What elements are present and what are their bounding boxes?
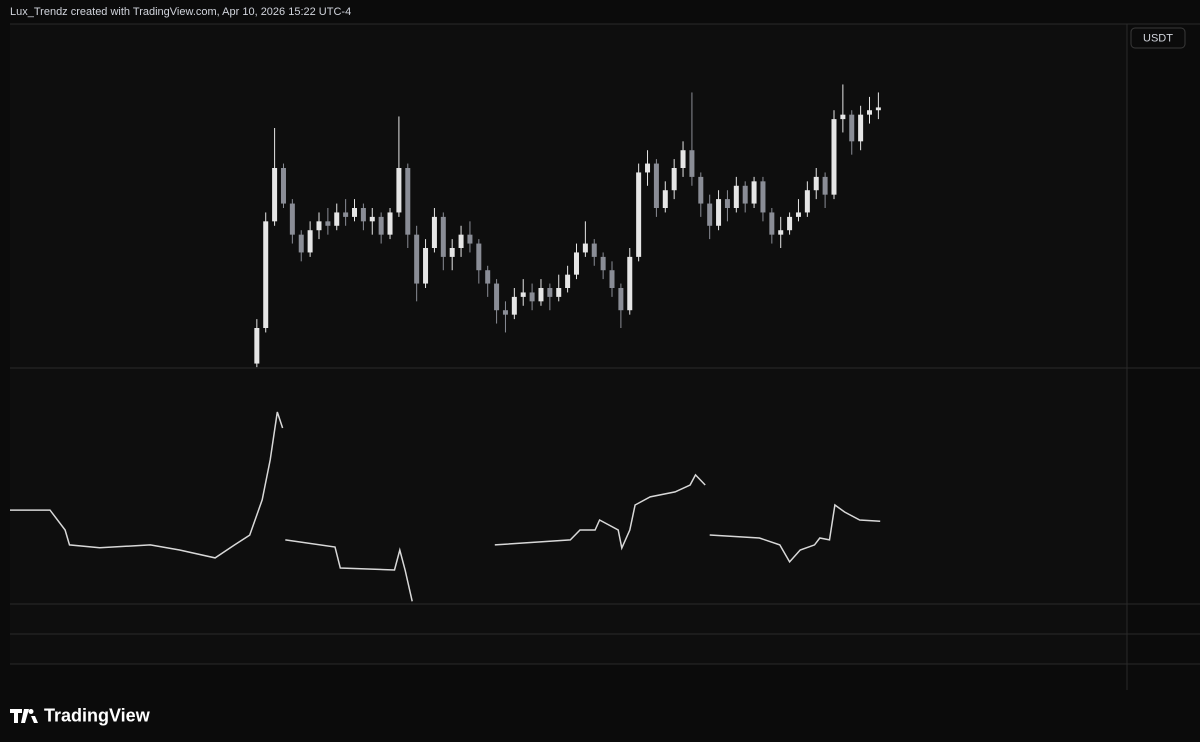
candle-body [298, 234, 304, 253]
candle-body [671, 168, 677, 191]
candle-body [645, 163, 651, 173]
candle-body [316, 221, 322, 231]
candle-body [529, 292, 535, 302]
candle-body [760, 181, 766, 213]
candle-body [769, 212, 775, 235]
candle-body [609, 270, 615, 288]
candle-body [787, 216, 793, 231]
candle-body [289, 203, 295, 235]
header-text: Lux_Trendz created with TradingView.com,… [10, 6, 351, 18]
candle-body [636, 172, 642, 257]
candle-body [716, 199, 722, 226]
candle-body [813, 176, 819, 191]
candle-body [582, 243, 588, 253]
candle-body [369, 216, 375, 222]
candle-body [698, 176, 704, 204]
pane-marks [10, 411, 881, 602]
candle-body [502, 310, 508, 315]
pane-marks [254, 84, 881, 368]
candle-body [707, 203, 713, 226]
candle-body [618, 288, 624, 311]
candle-body [280, 168, 286, 204]
footer-area [0, 690, 1200, 742]
currency-button[interactable] [1130, 27, 1186, 49]
candle-body [840, 114, 846, 120]
candle-body [387, 212, 393, 235]
candle-body [849, 114, 855, 142]
candle-body [591, 243, 597, 257]
candle-body [565, 274, 571, 288]
tradingview-logo [10, 709, 38, 723]
candle-body [724, 199, 730, 208]
candle-body [742, 185, 748, 204]
candle-body [254, 328, 260, 364]
logo-icon [10, 709, 29, 723]
indicator-line [10, 411, 881, 602]
candle-body [476, 243, 482, 271]
candle-body [751, 181, 757, 204]
candle-body [795, 212, 801, 217]
candle-body [547, 288, 553, 297]
candle-body [689, 150, 695, 177]
logo-icon [31, 716, 38, 723]
candle-body [325, 221, 331, 226]
candle-body [449, 248, 455, 257]
plot-area [10, 24, 1127, 664]
candle-body [414, 234, 420, 284]
candle-body [352, 208, 358, 217]
candle-body [307, 230, 313, 253]
candle-body [343, 212, 349, 217]
candle-body [778, 230, 784, 235]
candle-body [662, 190, 668, 208]
candle-body [360, 208, 366, 222]
candle-body [867, 110, 873, 115]
candle-body [272, 168, 278, 222]
candle-body [627, 256, 633, 311]
candle-body [573, 252, 579, 275]
candle-body [858, 114, 864, 142]
candle-body [334, 212, 340, 226]
candle-body [600, 256, 606, 271]
candle-body [431, 216, 437, 248]
footer-brand: TradingView [44, 705, 151, 725]
candle-body [467, 234, 473, 244]
candle-body [494, 283, 500, 311]
logo-dot [28, 709, 34, 714]
candle-body [520, 292, 526, 297]
candle-body [653, 163, 659, 208]
candle-body [440, 216, 446, 257]
candle-body [405, 168, 411, 235]
candle-body [396, 168, 402, 213]
candle-body [263, 221, 269, 328]
marks [10, 84, 881, 602]
candle-body [822, 176, 828, 195]
candle-body [556, 288, 562, 297]
candle-body [831, 119, 837, 195]
candle-body [485, 270, 491, 284]
candle-body [458, 234, 464, 248]
candle-body [538, 288, 544, 302]
currency-label[interactable]: USDT [1143, 32, 1173, 44]
candle-body [875, 107, 881, 111]
candle-body [511, 296, 517, 315]
candle-body [423, 248, 429, 284]
candle-body [680, 150, 686, 168]
candle-body [378, 216, 384, 235]
candle-body [804, 190, 810, 213]
candle-body [733, 185, 739, 208]
